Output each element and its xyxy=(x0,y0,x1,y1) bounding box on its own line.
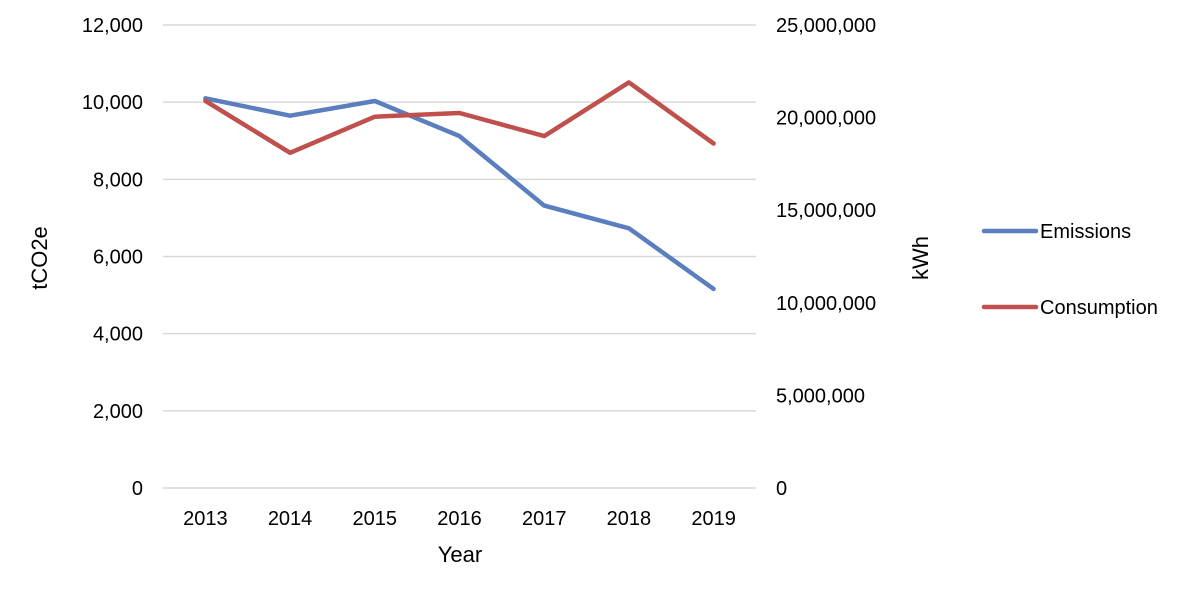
x-axis-ticks: 2013 2014 2015 2016 2017 2018 2019 xyxy=(183,508,736,530)
y-tick-label: 4,000 xyxy=(93,324,143,346)
x-axis-title: Year xyxy=(438,542,482,567)
y2-tick-label: 25,000,000 xyxy=(776,15,876,37)
y2-tick-label: 0 xyxy=(776,478,787,500)
x-tick-label: 2018 xyxy=(607,508,652,530)
gridlines xyxy=(163,24,756,489)
y2-tick-label: 10,000,000 xyxy=(776,293,876,315)
x-tick-label: 2015 xyxy=(353,508,398,530)
x-tick-label: 2013 xyxy=(183,508,228,530)
y2-tick-label: 15,000,000 xyxy=(776,200,876,222)
y2-tick-label: 20,000,000 xyxy=(776,108,876,130)
series-line-emissions xyxy=(203,96,716,292)
y-axis-title: tCO2e xyxy=(27,226,52,290)
y-tick-label: 8,000 xyxy=(93,169,143,191)
y-tick-label: 2,000 xyxy=(93,401,143,423)
y-tick-label: 0 xyxy=(132,478,143,500)
legend-label-emissions: Emissions xyxy=(1040,221,1131,243)
series-line-consumption xyxy=(203,80,716,156)
series-lines xyxy=(203,80,716,292)
y-tick-label: 12,000 xyxy=(82,15,143,37)
right-axis-ticks: 0 5,000,000 10,000,000 15,000,000 20,000,000… xyxy=(776,15,876,500)
x-tick-label: 2017 xyxy=(522,508,567,530)
legend: Emissions Consumption xyxy=(981,221,1158,319)
y2-tick-label: 5,000,000 xyxy=(776,385,865,407)
x-tick-label: 2016 xyxy=(437,508,482,530)
legend-label-consumption: Consumption xyxy=(1040,297,1158,319)
left-axis-ticks: 0 2,000 4,000 6,000 8,000 10,000 12,000 xyxy=(82,15,143,500)
y-tick-label: 10,000 xyxy=(82,92,143,114)
y2-axis-title: kWh xyxy=(908,236,933,280)
x-tick-label: 2019 xyxy=(691,508,736,530)
y-tick-label: 6,000 xyxy=(93,247,143,269)
x-tick-label: 2014 xyxy=(268,508,313,530)
